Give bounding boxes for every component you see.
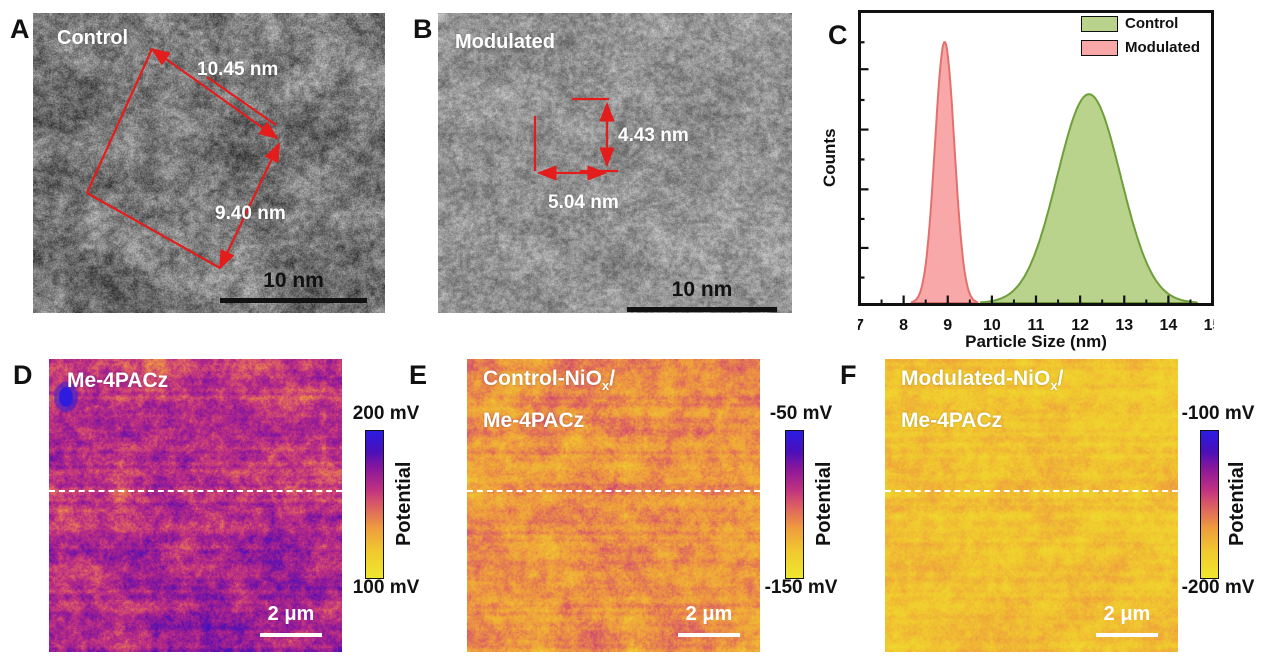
- measurement-label-4-43: 4.43 nm: [618, 125, 689, 146]
- colorbar-bottom-label-f: -200 mV: [1181, 577, 1255, 598]
- scalebar-d: [260, 633, 322, 637]
- tem-panel-modulated: Modulated 4.43 nm 5.04 nm 10 nm: [438, 13, 792, 313]
- colorbar-top-label-e: -50 mV: [769, 403, 833, 424]
- kpfm-panel-me4pacz: Me-4PACz 2 μm: [49, 359, 342, 652]
- colorbar-f: [1200, 430, 1219, 579]
- panel-label-e: E: [409, 360, 428, 390]
- measurement-arrows-modulated: [533, 97, 618, 181]
- colorbar-e: [785, 430, 804, 579]
- measurement-label-9-40: 9.40 nm: [215, 203, 286, 224]
- panel-label-d: D: [13, 360, 33, 390]
- panel-title-modulated: Modulated: [455, 31, 555, 53]
- legend-item-control: Control: [1081, 15, 1200, 32]
- svg-text:7: 7: [858, 317, 864, 334]
- legend-swatch-control: [1081, 15, 1118, 32]
- legend-label-modulated: Modulated: [1125, 39, 1200, 56]
- panel-label-f: F: [840, 360, 857, 390]
- kpfm-map-me4pacz: [49, 359, 342, 652]
- svg-text:13: 13: [1115, 317, 1133, 334]
- title-subscript: x: [601, 378, 610, 394]
- chart-legend: Control Modulated: [1081, 15, 1200, 63]
- title-subscript: x: [1050, 378, 1058, 394]
- colorbar-axis-label-d: Potential: [393, 461, 415, 546]
- section-dash-line-e: [467, 490, 760, 492]
- panel-label-a: A: [10, 14, 30, 44]
- section-dash-line-f: [885, 490, 1178, 492]
- chart-x-axis-label: Particle Size (nm): [965, 332, 1107, 351]
- panel-label-c: C: [828, 20, 848, 50]
- kpfm-map-modulated-niox: [885, 359, 1178, 652]
- colorbar-top-label-f: -100 mV: [1181, 403, 1255, 424]
- title-line2: Me-4PACz: [901, 409, 1003, 433]
- svg-text:12: 12: [1071, 317, 1089, 334]
- scalebar-a: [220, 298, 367, 303]
- scalebar-b: [627, 307, 777, 312]
- svg-text:9: 9: [943, 317, 952, 334]
- legend-swatch-modulated: [1081, 39, 1118, 56]
- scalebar-label-e: 2 μm: [685, 603, 733, 625]
- panel-title-control: Control: [57, 27, 129, 49]
- panel-title-e: Control-NiOx/ Me-4PACz: [483, 361, 615, 438]
- measurement-arrows-control: [85, 47, 280, 270]
- colorbar-bottom-label-e: -150 mV: [764, 577, 838, 598]
- svg-text:11: 11: [1028, 317, 1045, 334]
- chart-y-axis-label: Counts: [820, 128, 839, 188]
- scalebar-label-f: 2 μm: [1103, 603, 1151, 625]
- tem-panel-control: Control 10.45 nm 9.40 nm 10 nm: [33, 13, 385, 313]
- scalebar-label-d: 2 μm: [267, 603, 315, 625]
- particle-size-chart: 7 8 9 10 11 12 13 14 15 Counts Particle Size (nm…: [818, 0, 1268, 360]
- panel-title-f: Modulated-NiOx/ Me-4PACz: [901, 361, 1063, 438]
- svg-text:14: 14: [1159, 317, 1177, 334]
- section-dash-line-d: [49, 490, 342, 492]
- kpfm-panel-control-niox: Control-NiOx/ Me-4PACz 2 μm: [467, 359, 760, 652]
- measurement-label-5-04: 5.04 nm: [548, 192, 619, 213]
- panel-title-d: Me-4PACz: [67, 369, 169, 392]
- svg-text:15: 15: [1204, 317, 1214, 334]
- title-text: Modulated-NiO: [901, 367, 1051, 390]
- title-text: Control-NiO: [483, 367, 602, 390]
- scalebar-e: [678, 633, 740, 637]
- scalebar-f: [1096, 633, 1158, 637]
- svg-text:8: 8: [899, 317, 908, 334]
- legend-item-modulated: Modulated: [1081, 39, 1200, 56]
- legend-label-control: Control: [1125, 15, 1179, 32]
- title-line2: Me-4PACz: [483, 409, 585, 433]
- scalebar-label-a: 10 nm: [263, 269, 324, 292]
- kpfm-map-control-niox: [467, 359, 760, 652]
- svg-text:10: 10: [983, 317, 1001, 334]
- measurement-label-10-45: 10.45 nm: [197, 59, 279, 80]
- scalebar-label-b: 10 nm: [671, 278, 733, 301]
- particle-size-plot: 7 8 9 10 11 12 13 14 15: [858, 10, 1214, 334]
- title-slash: /: [609, 367, 616, 390]
- colorbar-top-label-d: 200 mV: [352, 403, 420, 424]
- colorbar-axis-label-f: Potential: [1226, 461, 1248, 546]
- panel-label-b: B: [413, 14, 433, 44]
- tem-image-modulated: [438, 13, 792, 313]
- colorbar-bottom-label-d: 100 mV: [352, 577, 420, 598]
- colorbar-d: [365, 430, 384, 579]
- colorbar-axis-label-e: Potential: [813, 461, 835, 546]
- kpfm-panel-modulated-niox: Modulated-NiOx/ Me-4PACz 2 μm: [885, 359, 1178, 652]
- title-slash: /: [1057, 367, 1064, 390]
